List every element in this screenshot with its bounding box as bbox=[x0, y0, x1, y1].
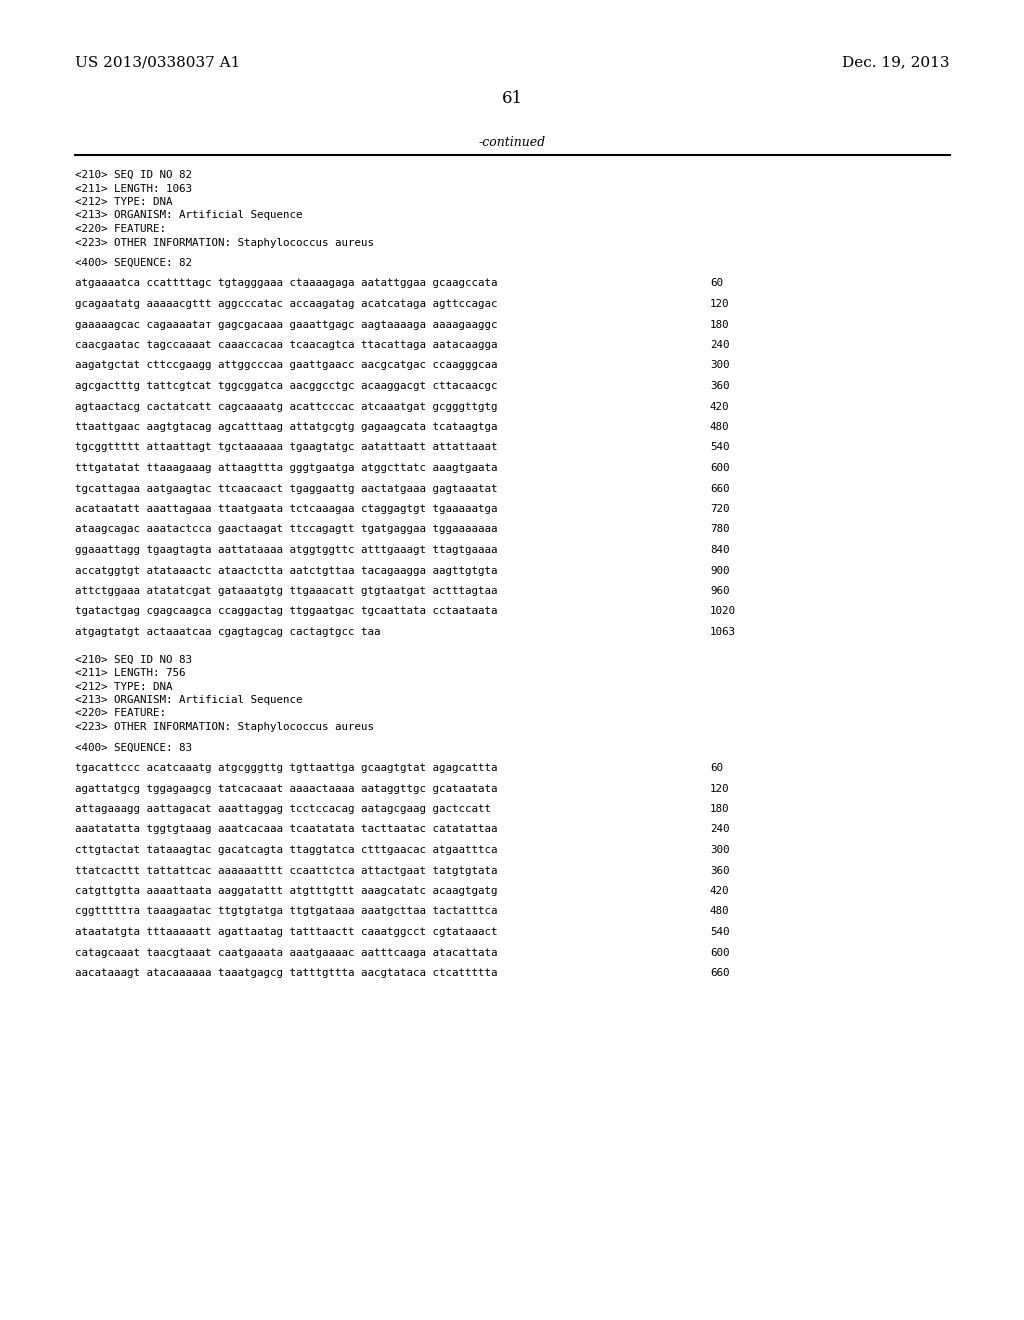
Text: <220> FEATURE:: <220> FEATURE: bbox=[75, 709, 166, 718]
Text: 780: 780 bbox=[710, 524, 729, 535]
Text: 480: 480 bbox=[710, 422, 729, 432]
Text: cggtttttта taaagaatac ttgtgtatga ttgtgataaа aaatgcttaa tactatttca: cggtttttта taaagaatac ttgtgtatga ttgtgat… bbox=[75, 907, 498, 916]
Text: <210> SEQ ID NO 83: <210> SEQ ID NO 83 bbox=[75, 655, 193, 664]
Text: 60: 60 bbox=[710, 763, 723, 774]
Text: tgcattagaa aatgaagtac ttcaacaact tgaggaattg aactatgaaa gagtaaatat: tgcattagaa aatgaagtac ttcaacaact tgaggaa… bbox=[75, 483, 498, 494]
Text: accatggtgt atataaactc ataactctta aatctgttaa tacagaagga aagttgtgta: accatggtgt atataaactc ataactctta aatctgt… bbox=[75, 565, 498, 576]
Text: <400> SEQUENCE: 82: <400> SEQUENCE: 82 bbox=[75, 257, 193, 268]
Text: <220> FEATURE:: <220> FEATURE: bbox=[75, 224, 166, 234]
Text: tgatactgag cgagcaagca ccaggactag ttggaatgac tgcaattata cctaataata: tgatactgag cgagcaagca ccaggactag ttggaat… bbox=[75, 606, 498, 616]
Text: <223> OTHER INFORMATION: Staphylococcus aureus: <223> OTHER INFORMATION: Staphylococcus … bbox=[75, 238, 374, 248]
Text: agattatgcg tggagaagcg tatcacaaat aaaactaaaa aataggttgc gcataatata: agattatgcg tggagaagcg tatcacaaat aaaacta… bbox=[75, 784, 498, 793]
Text: aacataaagt atacaaaaaa taaatgagcg tatttgttta aacgtataca ctcattttta: aacataaagt atacaaaaaa taaatgagcg tatttgt… bbox=[75, 968, 498, 978]
Text: 300: 300 bbox=[710, 845, 729, 855]
Text: 900: 900 bbox=[710, 565, 729, 576]
Text: 61: 61 bbox=[502, 90, 522, 107]
Text: 120: 120 bbox=[710, 300, 729, 309]
Text: 480: 480 bbox=[710, 907, 729, 916]
Text: Dec. 19, 2013: Dec. 19, 2013 bbox=[843, 55, 950, 69]
Text: catgttgtta aaaattaata aaggatattt atgtttgttt aaagcatatc acaagtgatg: catgttgtta aaaattaata aaggatattt atgtttg… bbox=[75, 886, 498, 896]
Text: caacgaatac tagccaaaat caaaccacaa tcaacagtca ttacattaga aatacaagga: caacgaatac tagccaaaat caaaccacaa tcaacag… bbox=[75, 341, 498, 350]
Text: agcgactttg tattcgtcat tggcggatca aacggcctgc acaaggacgt cttacaacgc: agcgactttg tattcgtcat tggcggatca aacggcc… bbox=[75, 381, 498, 391]
Text: acataatatt aaattagaaa ttaatgaata tctcaaagaa ctaggagtgt tgaaaaatga: acataatatt aaattagaaa ttaatgaata tctcaaa… bbox=[75, 504, 498, 513]
Text: 180: 180 bbox=[710, 804, 729, 814]
Text: 180: 180 bbox=[710, 319, 729, 330]
Text: 540: 540 bbox=[710, 927, 729, 937]
Text: 360: 360 bbox=[710, 866, 729, 875]
Text: <213> ORGANISM: Artificial Sequence: <213> ORGANISM: Artificial Sequence bbox=[75, 696, 302, 705]
Text: tgacattccc acatcaaatg atgcgggttg tgttaattga gcaagtgtat agagcattta: tgacattccc acatcaaatg atgcgggttg tgttaat… bbox=[75, 763, 498, 774]
Text: 1063: 1063 bbox=[710, 627, 736, 638]
Text: 420: 420 bbox=[710, 886, 729, 896]
Text: 360: 360 bbox=[710, 381, 729, 391]
Text: tttgatatat ttaaagaaag attaagttta gggtgaatga atggcttatc aaagtgaata: tttgatatat ttaaagaaag attaagttta gggtgaa… bbox=[75, 463, 498, 473]
Text: <223> OTHER INFORMATION: Staphylococcus aureus: <223> OTHER INFORMATION: Staphylococcus … bbox=[75, 722, 374, 733]
Text: <400> SEQUENCE: 83: <400> SEQUENCE: 83 bbox=[75, 742, 193, 752]
Text: gcagaatatg aaaaacgttt aggcccatac accaagatag acatcataga agttccagac: gcagaatatg aaaaacgttt aggcccatac accaaga… bbox=[75, 300, 498, 309]
Text: 120: 120 bbox=[710, 784, 729, 793]
Text: 300: 300 bbox=[710, 360, 729, 371]
Text: ataatatgta tttaaaaatt agattaatag tatttaactt caaatggcct cgtataaact: ataatatgta tttaaaaatt agattaatag tatttaa… bbox=[75, 927, 498, 937]
Text: 240: 240 bbox=[710, 825, 729, 834]
Text: 720: 720 bbox=[710, 504, 729, 513]
Text: attctggaaa atatatcgat gataaatgtg ttgaaacatt gtgtaatgat actttagtaa: attctggaaa atatatcgat gataaatgtg ttgaaac… bbox=[75, 586, 498, 597]
Text: atgaaaatca ccattttagc tgtagggaaa ctaaaagaga aatattggaa gcaagccata: atgaaaatca ccattttagc tgtagggaaa ctaaaag… bbox=[75, 279, 498, 289]
Text: 660: 660 bbox=[710, 483, 729, 494]
Text: 1020: 1020 bbox=[710, 606, 736, 616]
Text: -continued: -continued bbox=[478, 136, 546, 149]
Text: 600: 600 bbox=[710, 463, 729, 473]
Text: <211> LENGTH: 1063: <211> LENGTH: 1063 bbox=[75, 183, 193, 194]
Text: ttaattgaac aagtgtacag agcatttaag attatgcgtg gagaagcata tcataagtga: ttaattgaac aagtgtacag agcatttaag attatgc… bbox=[75, 422, 498, 432]
Text: gaaaaagcac cagaaaatат gagcgacaaa gaaattgagc aagtaaaaga aaaagaaggc: gaaaaagcac cagaaaatат gagcgacaaa gaaattg… bbox=[75, 319, 498, 330]
Text: catagcaaat taacgtaaat caatgaaata aaatgaaaac aatttcaaga atacattata: catagcaaat taacgtaaat caatgaaata aaatgaa… bbox=[75, 948, 498, 957]
Text: 840: 840 bbox=[710, 545, 729, 554]
Text: <213> ORGANISM: Artificial Sequence: <213> ORGANISM: Artificial Sequence bbox=[75, 210, 302, 220]
Text: ttatcacttt tattattcac aaaaaatttt ccaattctca attactgaat tatgtgtata: ttatcacttt tattattcac aaaaaatttt ccaattc… bbox=[75, 866, 498, 875]
Text: 540: 540 bbox=[710, 442, 729, 453]
Text: aaatatatta tggtgtaaag aaatcacaaa tcaatatata tacttaatac catatattaa: aaatatatta tggtgtaaag aaatcacaaa tcaatat… bbox=[75, 825, 498, 834]
Text: tgcggttttt attaattagt tgctaaaaaa tgaagtatgc aatattaatt attattaaat: tgcggttttt attaattagt tgctaaaaaa tgaagta… bbox=[75, 442, 498, 453]
Text: attagaaagg aattagacat aaattaggag tcctccacag aatagcgaag gactccatt: attagaaagg aattagacat aaattaggag tcctcca… bbox=[75, 804, 490, 814]
Text: agtaactacg cactatcatt cagcaaaatg acattcccac atcaaatgat gcgggttgtg: agtaactacg cactatcatt cagcaaaatg acattcc… bbox=[75, 401, 498, 412]
Text: US 2013/0338037 A1: US 2013/0338037 A1 bbox=[75, 55, 241, 69]
Text: cttgtactat tataaagtac gacatcagta ttaggtatca ctttgaacac atgaatttca: cttgtactat tataaagtac gacatcagta ttaggta… bbox=[75, 845, 498, 855]
Text: aagatgctat cttccgaagg attggcccaa gaattgaacc aacgcatgac ccaagggcaa: aagatgctat cttccgaagg attggcccaa gaattga… bbox=[75, 360, 498, 371]
Text: 600: 600 bbox=[710, 948, 729, 957]
Text: <211> LENGTH: 756: <211> LENGTH: 756 bbox=[75, 668, 185, 678]
Text: 960: 960 bbox=[710, 586, 729, 597]
Text: 660: 660 bbox=[710, 968, 729, 978]
Text: <210> SEQ ID NO 82: <210> SEQ ID NO 82 bbox=[75, 170, 193, 180]
Text: 240: 240 bbox=[710, 341, 729, 350]
Text: 420: 420 bbox=[710, 401, 729, 412]
Text: 60: 60 bbox=[710, 279, 723, 289]
Text: atgagtatgt actaaatcaa cgagtagcag cactagtgcc taa: atgagtatgt actaaatcaa cgagtagcag cactagt… bbox=[75, 627, 381, 638]
Text: <212> TYPE: DNA: <212> TYPE: DNA bbox=[75, 197, 172, 207]
Text: <212> TYPE: DNA: <212> TYPE: DNA bbox=[75, 681, 172, 692]
Text: ataagcagac aaatactcca gaactaagat ttccagagtt tgatgaggaa tggaaaaaaa: ataagcagac aaatactcca gaactaagat ttccaga… bbox=[75, 524, 498, 535]
Text: ggaaattagg tgaagtagta aattataaaa atggtggttc atttgaaagt ttagtgaaaa: ggaaattagg tgaagtagta aattataaaa atggtgg… bbox=[75, 545, 498, 554]
